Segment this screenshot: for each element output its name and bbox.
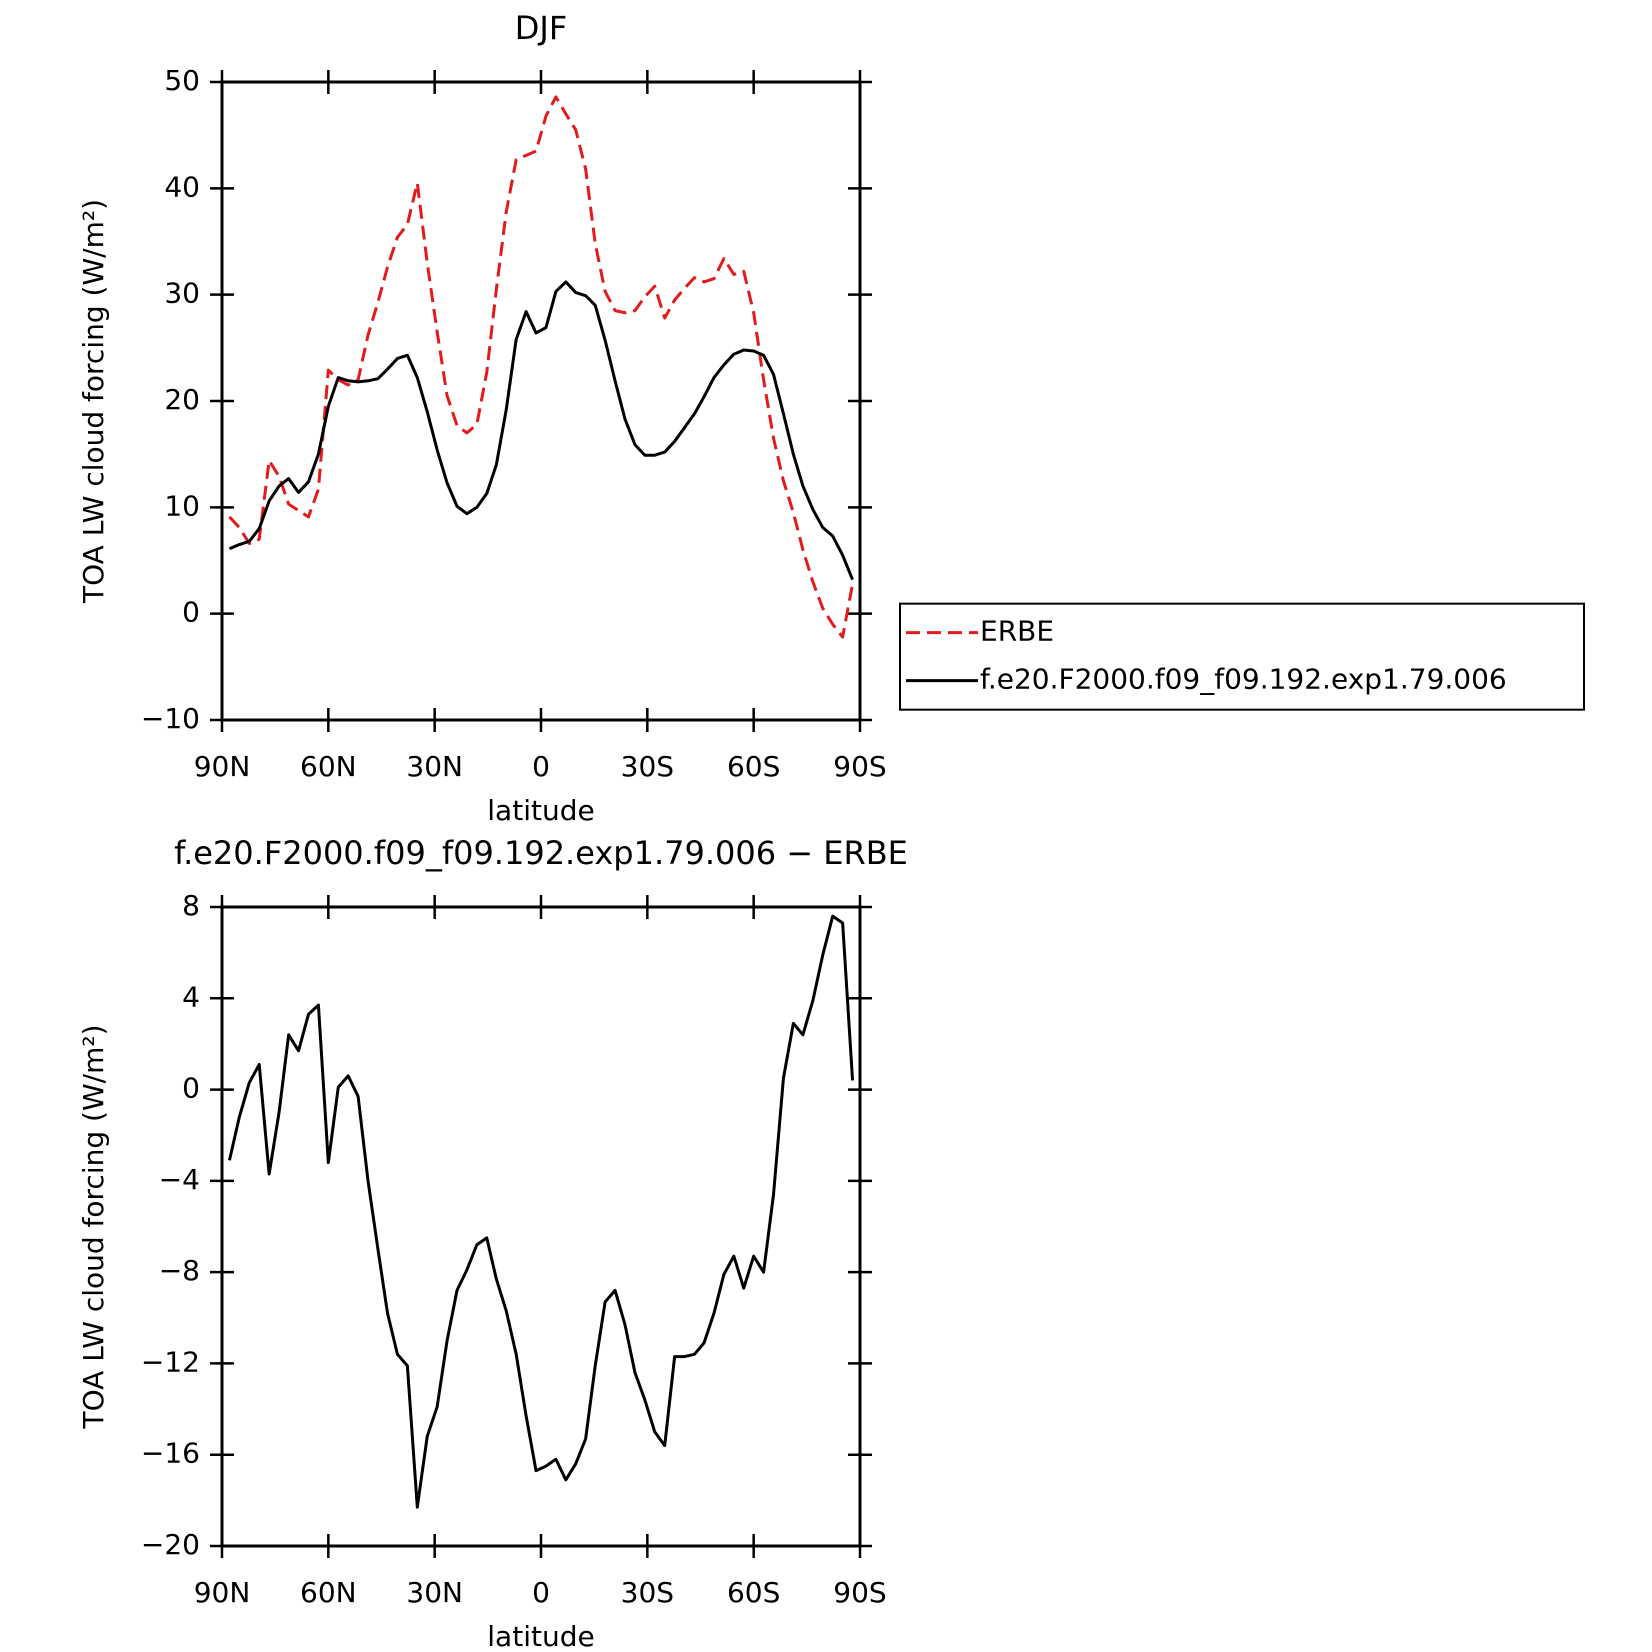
plot-frame	[220, 905, 862, 1548]
y-tick-label: 40	[164, 170, 200, 203]
x-tick-label: 30S	[621, 1576, 674, 1609]
y-tick-label: 50	[164, 64, 200, 97]
x-tick-label: 60S	[727, 1576, 780, 1609]
y-tick-label: −4	[159, 1163, 200, 1196]
x-tick-label: 90N	[194, 750, 251, 783]
plot-frame	[220, 80, 862, 722]
y-tick-label: 10	[164, 489, 200, 522]
y-tick-label: −20	[141, 1528, 200, 1561]
x-tick-label: 30S	[621, 750, 674, 783]
y-tick-label: 4	[182, 980, 200, 1013]
x-tick-label: 90S	[833, 750, 886, 783]
x-tick-label: 0	[532, 1576, 550, 1609]
x-tick-label: 90N	[194, 1576, 251, 1609]
y-tick-label: 30	[164, 277, 200, 310]
y-tick-label: −16	[141, 1437, 200, 1470]
data-line	[227, 914, 855, 1509]
x-tick-label: 90S	[833, 1576, 886, 1609]
chart-title: DJF	[515, 9, 567, 47]
data-line	[228, 95, 855, 639]
y-tick-label: 8	[182, 889, 200, 922]
y-axis-label: TOA LW cloud forcing (W/m²)	[77, 1025, 110, 1430]
legend-label: f.e20.F2000.f09_f09.192.exp1.79.006	[980, 663, 1507, 696]
legend-box	[899, 602, 1585, 711]
data-line	[228, 280, 854, 581]
x-tick-label: 0	[532, 750, 550, 783]
x-tick-label: 60N	[300, 1576, 357, 1609]
y-tick-label: −8	[159, 1254, 200, 1287]
y-tick-label: 0	[182, 596, 200, 629]
y-tick-label: −12	[141, 1345, 200, 1378]
x-tick-label: 60N	[300, 750, 357, 783]
y-tick-label: −10	[141, 702, 200, 735]
chart-title: f.e20.F2000.f09_f09.192.exp1.79.006 − ER…	[174, 834, 908, 872]
x-tick-label: 30N	[406, 1576, 463, 1609]
x-axis-label: latitude	[487, 1620, 594, 1652]
x-tick-label: 30N	[406, 750, 463, 783]
y-tick-label: 20	[164, 383, 200, 416]
y-axis-label: TOA LW cloud forcing (W/m²)	[77, 199, 110, 604]
x-axis-label: latitude	[487, 794, 594, 827]
legend-label: ERBE	[980, 615, 1054, 648]
x-tick-label: 60S	[727, 750, 780, 783]
y-tick-label: 0	[182, 1072, 200, 1105]
